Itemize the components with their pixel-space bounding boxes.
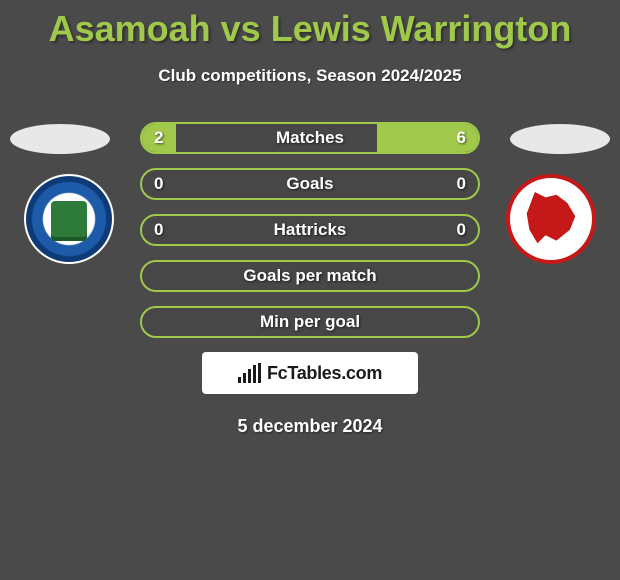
site-logo: FcTables.com <box>202 352 418 394</box>
stat-row: 0 0 Hattricks <box>140 214 480 246</box>
stat-value-right: 0 <box>457 174 466 194</box>
date-label: 5 december 2024 <box>0 416 620 437</box>
stat-label: Goals per match <box>243 266 376 286</box>
stat-row: 0 0 Goals <box>140 168 480 200</box>
stat-value-left: 0 <box>154 174 163 194</box>
stat-value-left: 2 <box>154 128 163 148</box>
stat-row: Min per goal <box>140 306 480 338</box>
stat-value-left: 0 <box>154 220 163 240</box>
subtitle: Club competitions, Season 2024/2025 <box>0 66 620 86</box>
stat-row: Goals per match <box>140 260 480 292</box>
stat-label: Min per goal <box>260 312 360 332</box>
site-logo-text: FcTables.com <box>267 363 382 384</box>
stats-container: 2 6 Matches 0 0 Goals 0 0 Hattricks Goals per mat… <box>140 122 480 338</box>
stat-value-right: 6 <box>457 128 466 148</box>
page-title: Asamoah vs Lewis Warrington <box>0 0 620 50</box>
stat-row: 2 6 Matches <box>140 122 480 154</box>
player-oval-right <box>510 124 610 154</box>
bar-chart-icon <box>238 363 261 383</box>
stat-value-right: 0 <box>457 220 466 240</box>
stat-label: Matches <box>276 128 344 148</box>
club-badge-left <box>24 174 114 264</box>
player-oval-left <box>10 124 110 154</box>
stat-label: Goals <box>286 174 333 194</box>
stat-label: Hattricks <box>274 220 347 240</box>
club-badge-right <box>506 174 596 264</box>
